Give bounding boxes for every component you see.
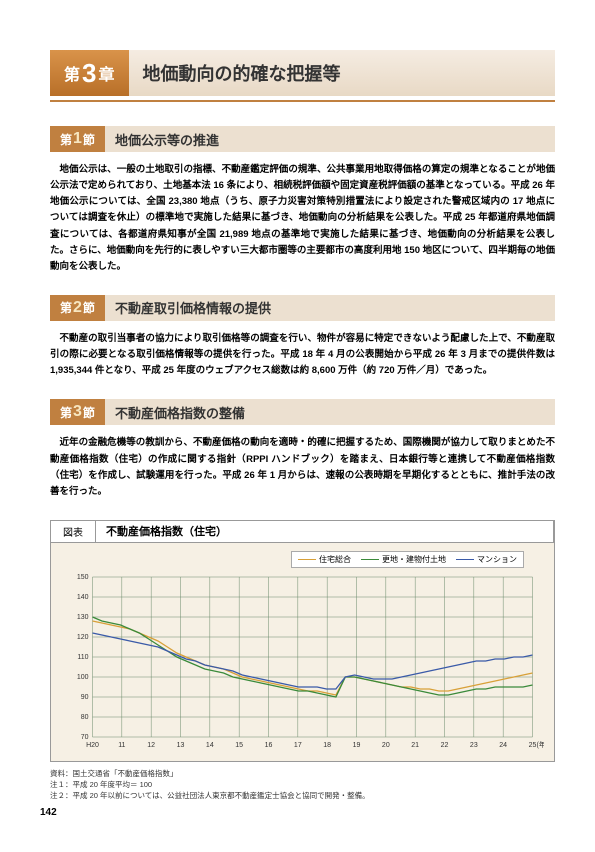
svg-text:120: 120 — [77, 634, 89, 641]
section-header: 第1節地価公示等の推進 — [50, 126, 555, 152]
svg-text:(年): (年) — [537, 740, 545, 749]
svg-text:H20: H20 — [86, 742, 99, 749]
svg-text:140: 140 — [77, 594, 89, 601]
section-header: 第3節不動産価格指数の整備 — [50, 399, 555, 425]
section-label: 第3節 — [50, 399, 105, 425]
section-header: 第2節不動産取引価格情報の提供 — [50, 295, 555, 321]
section-title: 地価公示等の推進 — [105, 126, 555, 152]
legend-item: 住宅総合 — [298, 554, 351, 565]
svg-text:16: 16 — [265, 742, 273, 749]
chart-legend: 住宅総合 更地・建物付土地 マンション — [291, 551, 524, 568]
svg-text:90: 90 — [81, 694, 89, 701]
page-number: 142 — [40, 807, 57, 818]
svg-text:24: 24 — [499, 742, 507, 749]
svg-text:21: 21 — [411, 742, 419, 749]
svg-text:25: 25 — [529, 742, 537, 749]
svg-text:80: 80 — [81, 714, 89, 721]
section-title: 不動産取引価格情報の提供 — [105, 295, 555, 321]
note-line: 注２：平成 20 年以前については、公益社団法人東京都不動産鑑定士協会と協同で開… — [50, 790, 555, 801]
svg-text:18: 18 — [323, 742, 331, 749]
svg-text:150: 150 — [77, 574, 89, 581]
svg-text:20: 20 — [382, 742, 390, 749]
chart-box: 図表 不動産価格指数（住宅） 住宅総合 更地・建物付土地 マンション 70 80 90 1… — [50, 520, 555, 762]
section-body: 近年の金融危機等の教訓から、不動産価格の動向を適時・的確に把握するため、国際機関… — [50, 435, 555, 500]
chapter-header: 第 3 章 地価動向の的確な把握等 — [50, 50, 555, 96]
legend-label: マンション — [477, 554, 517, 565]
svg-text:70: 70 — [81, 734, 89, 741]
svg-text:130: 130 — [77, 614, 89, 621]
svg-text:23: 23 — [470, 742, 478, 749]
legend-label: 住宅総合 — [319, 554, 351, 565]
section-body: 地価公示は、一般の土地取引の指標、不動産鑑定評価の規準、公共事業用地取得価格の算… — [50, 162, 555, 275]
chapter-prefix: 第 — [64, 61, 80, 85]
chapter-label: 第 3 章 — [50, 50, 129, 96]
legend-swatch — [456, 559, 474, 560]
svg-text:11: 11 — [118, 742, 125, 749]
chapter-title: 地価動向の的確な把握等 — [129, 50, 556, 96]
legend-item: マンション — [456, 554, 517, 565]
chapter-underline — [50, 100, 555, 102]
section-body: 不動産の取引当事者の協力により取引価格等の調査を行い、物件が容易に特定できないよ… — [50, 331, 555, 379]
chart-title: 不動産価格指数（住宅） — [96, 521, 554, 542]
section-label: 第2節 — [50, 295, 105, 321]
chart-area: 住宅総合 更地・建物付土地 マンション 70 80 90 100 110 120 130 140 1… — [51, 543, 554, 761]
svg-text:19: 19 — [353, 742, 361, 749]
section-title: 不動産価格指数の整備 — [105, 399, 555, 425]
svg-text:12: 12 — [147, 742, 155, 749]
section-label: 第1節 — [50, 126, 105, 152]
chart-label: 図表 — [51, 521, 96, 542]
legend-label: 更地・建物付土地 — [382, 554, 446, 565]
chart-notes: 資料：国土交通省「不動産価格指数」注１：平成 20 年度平均＝ 100注２：平成… — [50, 768, 555, 802]
svg-text:22: 22 — [441, 742, 449, 749]
svg-text:13: 13 — [177, 742, 185, 749]
svg-text:14: 14 — [206, 742, 214, 749]
svg-text:100: 100 — [77, 674, 89, 681]
svg-text:17: 17 — [294, 742, 302, 749]
legend-swatch — [298, 559, 316, 560]
svg-text:15: 15 — [235, 742, 243, 749]
svg-text:110: 110 — [77, 654, 88, 661]
note-line: 資料：国土交通省「不動産価格指数」 — [50, 768, 555, 779]
chapter-number: 3 — [82, 58, 96, 89]
chart-titlebar: 図表 不動産価格指数（住宅） — [51, 521, 554, 543]
line-chart: 70 80 90 100 110 120 130 140 150 H20 11 12 13 14 15 16 1… — [61, 572, 544, 757]
legend-swatch — [361, 559, 379, 560]
note-line: 注１：平成 20 年度平均＝ 100 — [50, 779, 555, 790]
chart-series-line — [93, 621, 533, 695]
legend-item: 更地・建物付土地 — [361, 554, 446, 565]
chapter-suffix: 章 — [98, 61, 114, 85]
